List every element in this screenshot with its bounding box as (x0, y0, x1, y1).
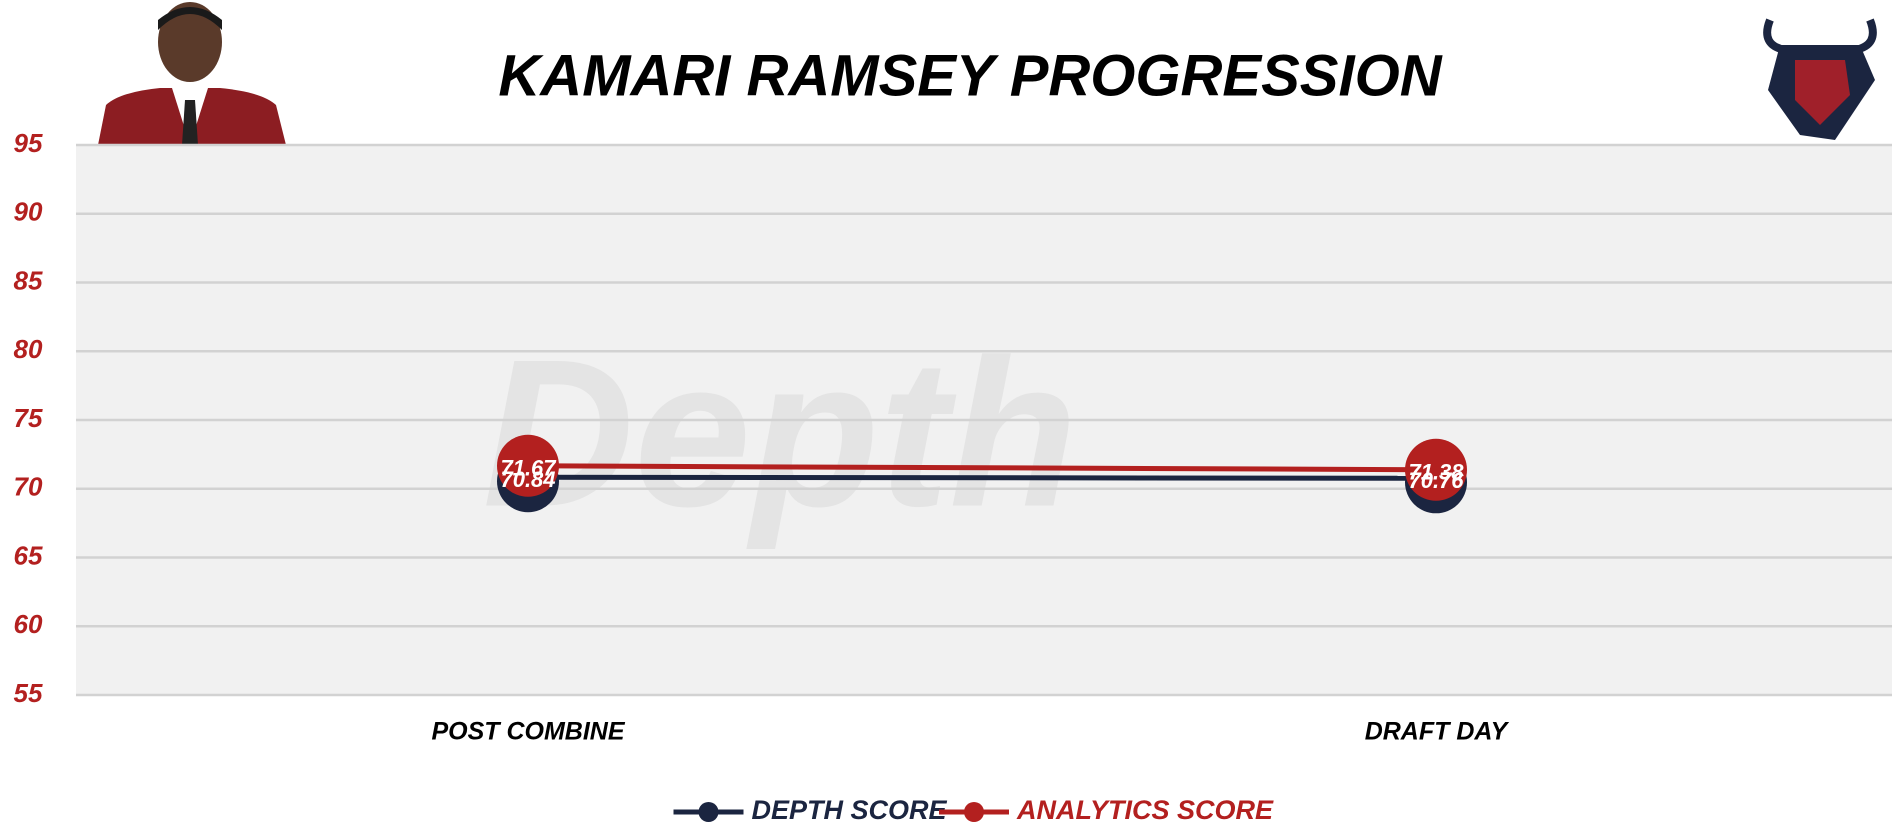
player-photo (98, 2, 286, 145)
legend-label: DEPTH SCORE (752, 795, 948, 825)
y-tick-label: 80 (14, 334, 43, 364)
y-tick-label: 55 (14, 678, 43, 708)
y-tick-label: 60 (14, 609, 43, 639)
y-tick-label: 70 (14, 472, 43, 502)
data-label: 71.67 (500, 456, 557, 481)
y-tick-label: 65 (14, 540, 43, 570)
y-tick-label: 90 (14, 197, 43, 227)
data-point (1405, 438, 1467, 501)
data-label: 70.84 (500, 467, 555, 492)
legend-marker (964, 802, 984, 822)
chart-title: KAMARI RAMSEY PROGRESSION (498, 43, 1442, 108)
x-tick-label: DRAFT DAY (1365, 718, 1510, 746)
data-label: 71.38 (1408, 460, 1464, 485)
series-line (527, 463, 1437, 473)
legend-label: ANALYTICS SCORE (1016, 795, 1274, 825)
watermark: Depth (483, 315, 1078, 550)
y-tick-label: 85 (14, 265, 43, 295)
data-label: 70.76 (1408, 468, 1464, 493)
series-line (527, 474, 1437, 481)
x-tick-label: POST COMBINE (431, 718, 625, 746)
team-logo (1763, 18, 1877, 140)
y-tick-label: 75 (14, 403, 43, 433)
y-tick-label: 95 (14, 128, 43, 158)
legend-marker (698, 802, 719, 822)
data-point (497, 434, 559, 497)
